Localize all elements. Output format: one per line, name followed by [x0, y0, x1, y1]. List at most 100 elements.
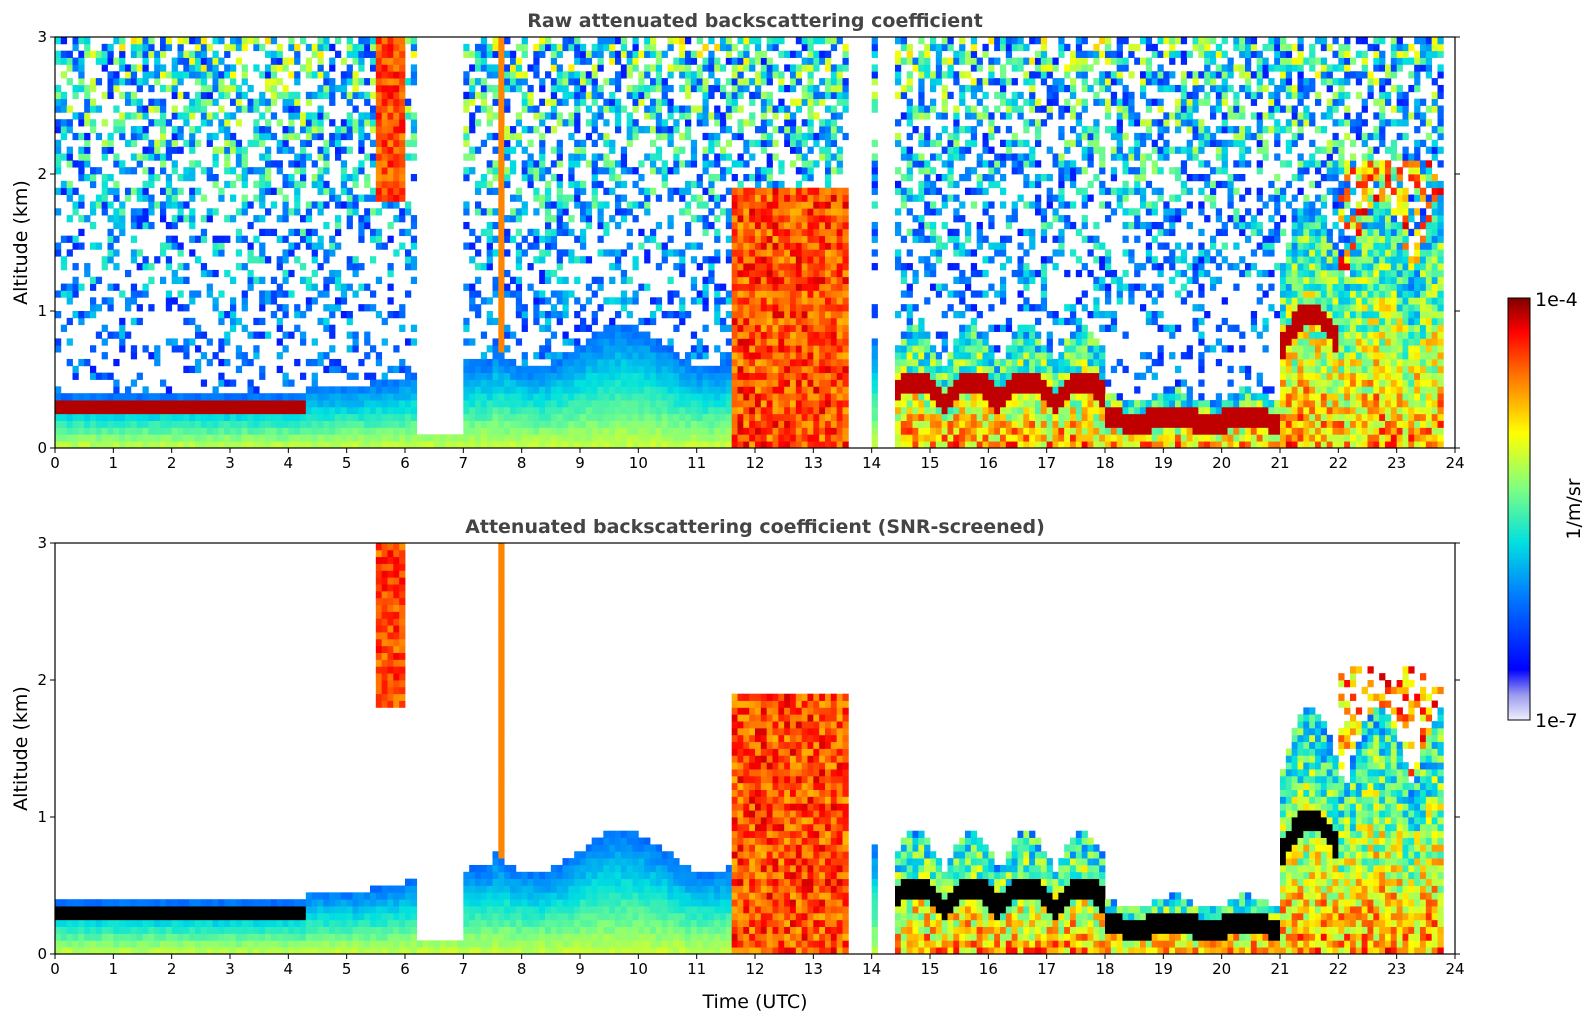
heatmap-cell: [469, 228, 476, 237]
heatmap-cell: [661, 160, 668, 168]
heatmap-cell: [807, 311, 814, 319]
heatmap-cell: [702, 324, 709, 332]
heatmap-cell: [737, 352, 744, 360]
heatmap-cell: [60, 256, 68, 264]
heatmap-cell: [766, 78, 773, 86]
heatmap-cell: [760, 263, 768, 271]
heatmap-cell: [906, 119, 913, 127]
heatmap-cell: [836, 338, 843, 346]
heatmap-cell: [749, 187, 756, 195]
heatmap-cell: [661, 119, 668, 127]
heatmap-cell: [305, 71, 313, 79]
heatmap-cell: [405, 386, 412, 394]
heatmap-cell: [317, 358, 324, 367]
heatmap-cell: [545, 269, 552, 278]
heatmap-cell: [270, 98, 278, 106]
heatmap-cell: [679, 434, 686, 442]
heatmap-cell: [200, 98, 208, 106]
heatmap-cell: [189, 160, 196, 168]
heatmap-cell: [241, 420, 248, 428]
heatmap-cell: [685, 78, 692, 86]
heatmap-cell: [130, 126, 138, 134]
heatmap-cell: [200, 78, 208, 86]
heatmap-cell: [352, 43, 359, 52]
heatmap-cell: [772, 242, 779, 250]
heatmap-cell: [644, 50, 651, 58]
heatmap-cell: [142, 57, 149, 65]
heatmap-cell: [772, 290, 779, 298]
heatmap-cell: [288, 379, 295, 387]
heatmap-cell: [387, 221, 394, 230]
heatmap-cell: [801, 208, 808, 216]
heatmap-cell: [556, 263, 563, 271]
heatmap-cell: [393, 50, 400, 58]
heatmap-cell: [807, 119, 814, 127]
heatmap-cell: [393, 98, 400, 106]
heatmap-cell: [148, 105, 155, 113]
heatmap-cell: [125, 112, 132, 120]
heatmap-cell: [113, 37, 120, 45]
heatmap-cell: [825, 441, 832, 448]
heatmap-cell: [235, 427, 243, 435]
heatmap-cell: [177, 112, 184, 120]
heatmap-cell: [871, 160, 878, 168]
heatmap-cell: [609, 263, 616, 271]
heatmap-cell: [55, 98, 62, 106]
heatmap-cell: [533, 317, 540, 326]
heatmap-cell: [247, 249, 254, 257]
heatmap-cell: [95, 78, 103, 86]
heatmap-cell: [784, 406, 791, 415]
heatmap-cell: [160, 249, 167, 257]
heatmap-cell: [387, 441, 394, 448]
heatmap-cell: [731, 406, 738, 415]
heatmap-cell: [370, 37, 377, 45]
heatmap-cell: [282, 311, 289, 319]
heatmap-cell: [113, 427, 120, 435]
heatmap-cell: [165, 393, 173, 401]
heatmap-cell: [900, 427, 908, 435]
heatmap-cell: [603, 324, 610, 332]
heatmap-cell: [381, 434, 388, 442]
heatmap-cell: [410, 215, 418, 223]
heatmap-cell: [311, 112, 318, 120]
heatmap-cell: [270, 420, 278, 428]
heatmap-cell: [749, 78, 756, 86]
heatmap-cell: [930, 413, 937, 421]
heatmap-cell: [504, 249, 511, 257]
heatmap-cell: [300, 228, 307, 237]
heatmap-cell: [755, 365, 762, 374]
heatmap-cell: [475, 304, 482, 312]
heatmap-cell: [790, 160, 797, 168]
heatmap-cell: [119, 37, 126, 45]
heatmap-cell: [55, 434, 62, 442]
heatmap-cell: [714, 304, 721, 312]
heatmap-cell: [556, 194, 563, 202]
heatmap-cell: [585, 221, 593, 230]
heatmap-cell: [521, 249, 528, 257]
heatmap-cell: [160, 167, 167, 175]
heatmap-cell: [130, 37, 138, 45]
heatmap-cell: [801, 379, 808, 387]
heatmap-cell: [574, 434, 581, 442]
heatmap-cell: [107, 201, 114, 209]
heatmap-cell: [795, 331, 803, 339]
heatmap-cell: [294, 256, 301, 264]
heatmap-cell: [90, 283, 97, 291]
heatmap-cell: [895, 345, 902, 353]
heatmap-cell: [807, 146, 814, 154]
heatmap-cell: [574, 352, 581, 360]
heatmap-cell: [78, 153, 85, 161]
heatmap-cell: [241, 304, 248, 312]
heatmap-cell: [731, 317, 738, 326]
heatmap-cell: [305, 43, 313, 52]
heatmap-cell: [924, 180, 931, 189]
heatmap-cell: [393, 311, 400, 319]
heatmap-cell: [632, 393, 639, 401]
heatmap-cell: [644, 201, 651, 209]
heatmap-cell: [200, 119, 208, 127]
heatmap-cell: [801, 139, 808, 147]
heatmap-cell: [311, 434, 318, 442]
heatmap-cell: [760, 365, 768, 374]
heatmap-cell: [591, 91, 598, 100]
heatmap-cell: [66, 400, 73, 408]
